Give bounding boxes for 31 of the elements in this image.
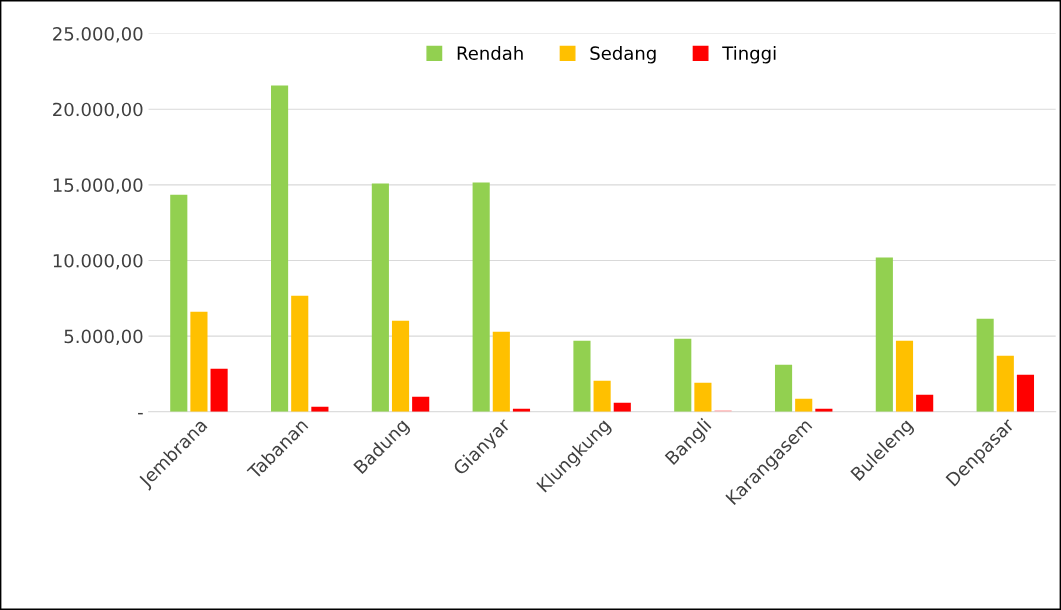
bar: [391, 320, 410, 412]
legend-label: Rendah: [457, 46, 523, 60]
bar: [1016, 374, 1035, 412]
y-tick-label: 20.000,00: [53, 102, 143, 119]
bar: [895, 340, 914, 412]
bar: [976, 318, 994, 412]
legend-label: Sedang: [590, 46, 656, 64]
bar: [573, 340, 591, 412]
bar: [774, 364, 793, 412]
bar: [996, 355, 1014, 412]
bar: [371, 183, 389, 412]
bar: [492, 331, 510, 412]
y-tick-label: 25.000,00: [53, 27, 143, 43]
bar: [210, 368, 228, 412]
y-tick-label: 5.000,00: [64, 329, 143, 346]
bar: [291, 295, 309, 412]
bar: [271, 85, 289, 412]
bar: [190, 311, 208, 412]
bar: [593, 380, 611, 412]
bar: [412, 396, 430, 412]
bar: [472, 182, 490, 412]
bar: [795, 398, 813, 412]
bar: [916, 394, 934, 412]
bar: [674, 338, 692, 412]
bar: [170, 194, 188, 412]
legend-label: Tinggi: [722, 46, 776, 64]
y-tick-label: -: [138, 412, 143, 415]
y-tick-label: 15.000,00: [53, 178, 143, 194]
y-tick-label: 10.000,00: [53, 253, 143, 270]
bar: [694, 382, 712, 412]
bar: [875, 257, 893, 412]
